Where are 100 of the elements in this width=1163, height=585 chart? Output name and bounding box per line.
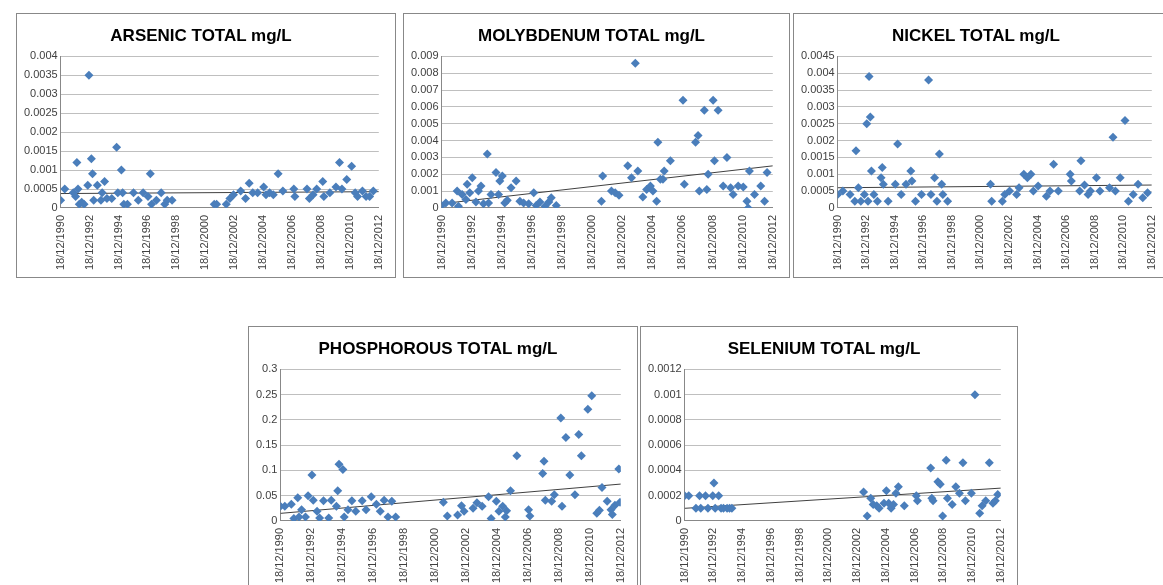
x-tick-label: 18/12/2002 <box>615 214 628 271</box>
x-tick-label: 18/12/1996 <box>916 214 929 271</box>
x-tick-label: 18/12/2004 <box>1030 214 1043 271</box>
y-tick-label: 0.003 <box>30 87 58 100</box>
y-tick-label: 0.007 <box>411 83 439 96</box>
x-tick-label: 18/12/1994 <box>494 214 507 271</box>
x-tick-label: 18/12/2008 <box>313 214 326 271</box>
x-tick-label: 18/12/2008 <box>705 214 718 271</box>
x-tick-label: 18/12/1998 <box>169 214 182 271</box>
x-tick-label: 18/12/2012 <box>1144 214 1157 271</box>
y-tick-label: 0.008 <box>411 66 439 79</box>
x-tick-label: 18/12/2004 <box>645 214 658 271</box>
x-tick-label: 18/12/1994 <box>335 527 348 584</box>
y-tick-label: 0.0035 <box>800 83 835 96</box>
chart-title: NICKEL TOTAL mg/L <box>892 25 1060 45</box>
y-tick-label: 0.001 <box>30 163 58 176</box>
y-tick-label: 0.006 <box>411 99 439 112</box>
y-tick-label: 0 <box>675 513 682 526</box>
y-tick-label: 0.001 <box>411 184 439 197</box>
x-tick-label: 18/12/2000 <box>821 527 834 584</box>
y-tick-label: 0.003 <box>807 99 835 112</box>
x-tick-label: 18/12/1992 <box>706 527 719 584</box>
x-tick-label: 18/12/1998 <box>555 214 568 271</box>
x-tick-label: 18/12/1996 <box>366 527 379 584</box>
x-tick-label: 18/12/2002 <box>227 214 240 271</box>
x-tick-label: 18/12/1992 <box>859 214 872 271</box>
y-tick-label: 0.0008 <box>647 412 682 425</box>
x-tick-label: 18/12/2010 <box>342 214 355 271</box>
y-tick-label: 0.004 <box>411 133 439 146</box>
x-tick-label: 18/12/1990 <box>830 214 843 271</box>
x-tick-label: 18/12/2006 <box>285 214 298 271</box>
x-tick-label: 18/12/1990 <box>273 527 286 584</box>
chart-title: SELENIUM TOTAL mg/L <box>727 338 921 358</box>
y-tick-label: 0.004 <box>807 66 835 79</box>
chart-title: PHOSPHOROUS TOTAL mg/L <box>318 338 558 358</box>
x-tick-label: 18/12/2008 <box>1087 214 1100 271</box>
y-tick-label: 0.0005 <box>800 184 835 197</box>
x-tick-label: 18/12/1996 <box>763 527 776 584</box>
y-tick-label: 0.0015 <box>23 144 58 157</box>
x-tick-label: 18/12/2006 <box>675 214 688 271</box>
y-tick-label: 0.0005 <box>23 182 58 195</box>
y-tick-label: 0.05 <box>255 488 278 501</box>
x-tick-label: 18/12/2010 <box>582 527 595 584</box>
chart-title: MOLYBDENUM TOTAL mg/L <box>478 25 705 45</box>
y-tick-label: 0.009 <box>411 49 439 62</box>
y-tick-label: 0.002 <box>30 125 58 138</box>
y-tick-label: 0.25 <box>255 387 278 400</box>
x-tick-label: 18/12/2004 <box>256 214 269 271</box>
x-tick-label: 18/12/2006 <box>907 527 920 584</box>
y-tick-label: 0.0006 <box>647 438 682 451</box>
x-tick-label: 18/12/2010 <box>735 214 748 271</box>
x-tick-label: 18/12/1994 <box>111 214 124 271</box>
y-tick-label: 0.0002 <box>647 488 682 501</box>
y-tick-label: 0.0035 <box>23 68 58 81</box>
x-tick-label: 18/12/2012 <box>993 527 1006 584</box>
y-tick-label: 0.1 <box>262 463 278 476</box>
x-tick-label: 18/12/2006 <box>520 527 533 584</box>
y-tick-label: 0 <box>828 200 835 213</box>
x-tick-label: 18/12/1996 <box>140 214 153 271</box>
y-tick-label: 0.2 <box>262 412 278 425</box>
x-tick-label: 18/12/2000 <box>585 214 598 271</box>
x-tick-label: 18/12/1992 <box>464 214 477 271</box>
y-tick-label: 0.002 <box>807 133 835 146</box>
x-tick-label: 18/12/2012 <box>613 527 626 584</box>
y-tick-label: 0.003 <box>411 150 439 163</box>
x-tick-label: 18/12/1998 <box>792 527 805 584</box>
x-tick-label: 18/12/2008 <box>551 527 564 584</box>
x-tick-label: 18/12/2000 <box>428 527 441 584</box>
y-tick-label: 0.0045 <box>800 49 835 62</box>
x-tick-label: 18/12/2000 <box>198 214 211 271</box>
x-tick-label: 18/12/2004 <box>878 527 891 584</box>
x-tick-label: 18/12/1998 <box>397 527 410 584</box>
y-tick-label: 0 <box>51 200 58 213</box>
y-tick-label: 0.001 <box>654 387 682 400</box>
x-tick-label: 18/12/1992 <box>304 527 317 584</box>
y-tick-label: 0.0025 <box>800 116 835 129</box>
x-tick-label: 18/12/1990 <box>434 214 447 271</box>
x-tick-label: 18/12/2002 <box>850 527 863 584</box>
x-tick-label: 18/12/2002 <box>1002 214 1015 271</box>
y-tick-label: 0.3 <box>262 362 278 375</box>
y-tick-label: 0.002 <box>411 167 439 180</box>
x-tick-label: 18/12/2002 <box>459 527 472 584</box>
x-tick-label: 18/12/2006 <box>1059 214 1072 271</box>
y-tick-label: 0.001 <box>807 167 835 180</box>
x-tick-label: 18/12/1998 <box>944 214 957 271</box>
y-tick-label: 0.0025 <box>23 106 58 119</box>
y-tick-label: 0.0012 <box>647 362 682 375</box>
y-tick-label: 0.0004 <box>647 463 682 476</box>
y-tick-label: 0.004 <box>30 49 58 62</box>
x-tick-label: 18/12/1996 <box>524 214 537 271</box>
y-tick-label: 0 <box>432 200 439 213</box>
x-tick-label: 18/12/1990 <box>53 214 66 271</box>
x-tick-label: 18/12/2010 <box>965 527 978 584</box>
y-tick-label: 0.0015 <box>800 150 835 163</box>
x-tick-label: 18/12/2008 <box>936 527 949 584</box>
x-tick-label: 18/12/2010 <box>1116 214 1129 271</box>
y-tick-label: 0 <box>271 513 278 526</box>
y-tick-label: 0.005 <box>411 116 439 129</box>
x-tick-label: 18/12/1994 <box>887 214 900 271</box>
x-tick-label: 18/12/1990 <box>677 527 690 584</box>
